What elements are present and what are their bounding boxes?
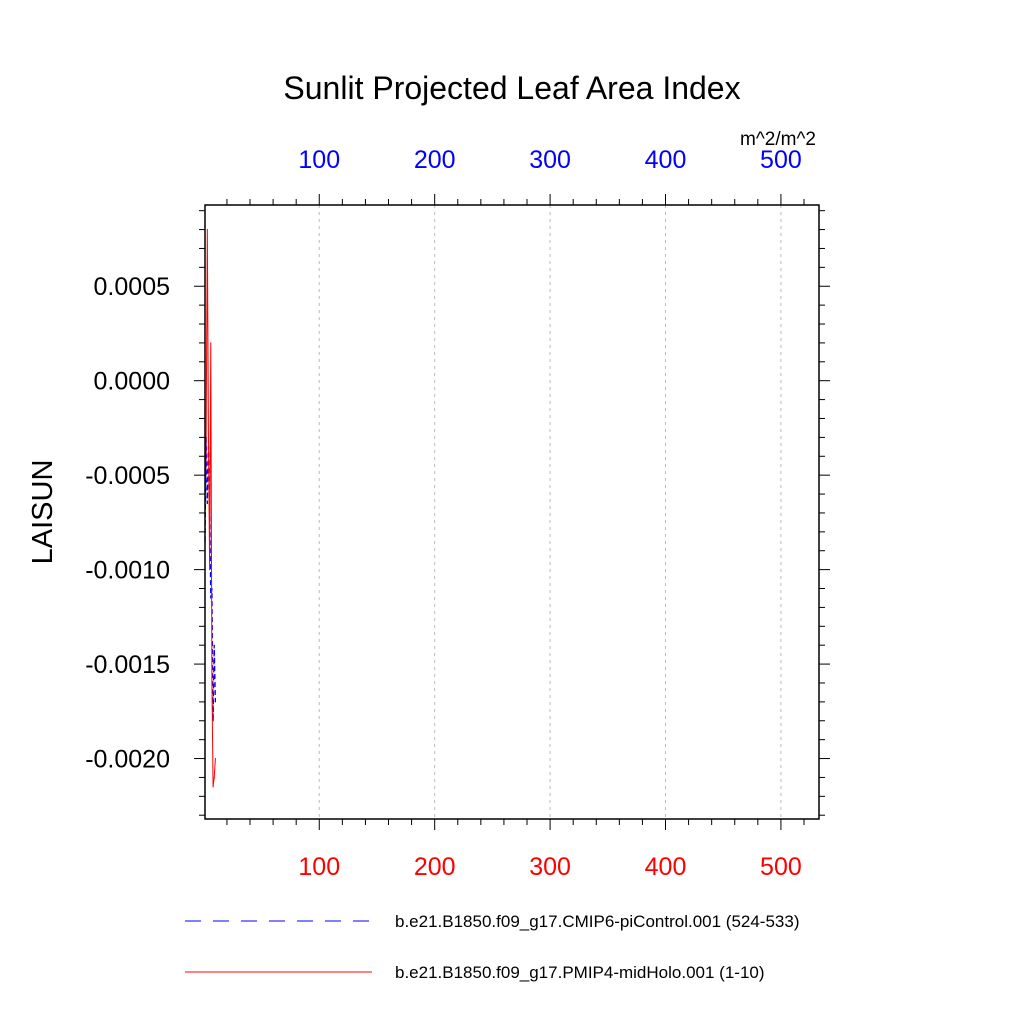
series-1-point-2	[206, 228, 208, 231]
top-tick-label-500: 500	[760, 146, 802, 174]
series-0-point-5	[210, 597, 212, 599]
y-axis-tick-labels: 0.0005 0.0000 -0.0005 -0.0010 -0.0015 -0.0020	[85, 273, 170, 773]
y-axis-label: LAISUN	[27, 460, 59, 565]
top-axis-tick-labels: 100 200 300 400 500	[298, 146, 801, 174]
series-line-1	[204, 229, 216, 787]
top-tick-label-400: 400	[645, 146, 687, 174]
bottom-tick-label-400: 400	[645, 853, 687, 881]
y-tick-label-3: -0.0010	[85, 557, 170, 585]
series-line-0	[204, 437, 217, 721]
axis-ticks	[194, 194, 830, 830]
series-0-point-9	[214, 701, 216, 703]
series-1-point-5	[210, 342, 212, 344]
top-tick-label-300: 300	[529, 146, 571, 174]
series-1-point-9	[214, 757, 216, 760]
top-tick-label-200: 200	[414, 146, 456, 174]
series-1-point-7	[212, 786, 214, 788]
series-0-point-2	[206, 502, 208, 505]
y-tick-label-5: -0.0020	[85, 746, 170, 774]
y-tick-label-0: 0.0005	[94, 273, 170, 301]
series-1-point-4	[209, 569, 211, 571]
plot-frame	[204, 204, 820, 820]
bottom-axis-tick-labels: 100 200 300 400 500	[298, 853, 801, 881]
bottom-tick-label-100: 100	[298, 853, 340, 881]
top-tick-label-100: 100	[298, 146, 340, 174]
y-tick-label-4: -0.0015	[85, 651, 170, 679]
series-1-point-6	[211, 682, 213, 684]
grid-lines	[318, 205, 782, 819]
legend-label-midholo: b.e21.B1850.f09_g17.PMIP4-midHolo.001 (1…	[395, 963, 765, 982]
series-0-point-8	[213, 644, 215, 646]
chart-title: Sunlit Projected Leaf Area Index	[283, 70, 740, 106]
series-1-point-1	[205, 436, 207, 438]
legend-label-picontrol: b.e21.B1850.f09_g17.CMIP6-piControl.001 …	[395, 912, 800, 931]
units-label: m^2/m^2	[740, 129, 816, 150]
series-1-point-3	[207, 436, 210, 438]
legend: b.e21.B1850.f09_g17.CMIP6-piControl.001 …	[185, 912, 800, 982]
bottom-tick-label-500: 500	[760, 853, 802, 881]
bottom-tick-label-200: 200	[414, 853, 456, 881]
series-1-point-8	[213, 776, 215, 779]
y-tick-label-1: 0.0000	[94, 368, 170, 396]
y-tick-label-2: -0.0005	[85, 462, 170, 490]
bottom-tick-label-300: 300	[529, 853, 571, 881]
